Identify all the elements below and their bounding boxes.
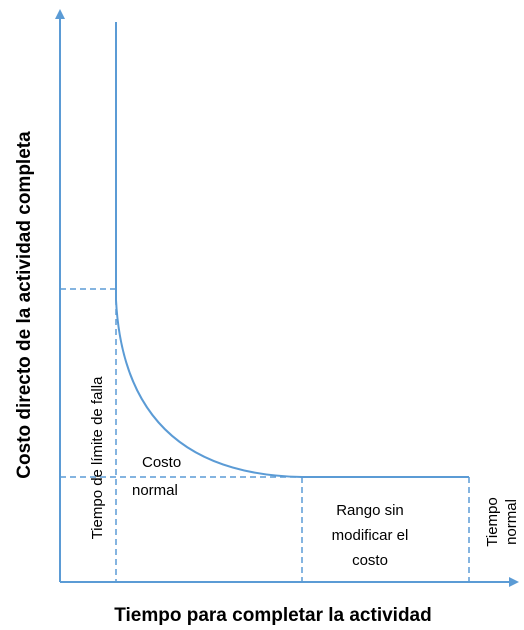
range-label-line2: modificar el — [332, 527, 409, 544]
normal-time-label-line2: normal — [503, 499, 520, 545]
y-axis-title: Costo directo de la actividad completa — [14, 131, 35, 479]
range-label-line3: costo — [352, 552, 388, 569]
cost-curve — [115, 22, 469, 478]
normal-cost-label-line1: Costo — [142, 454, 181, 471]
x-axis-title: Tiempo para completar la actividad — [114, 605, 431, 626]
normal-cost-label-line2: normal — [132, 482, 178, 499]
normal-time-label-line1: Tiempo — [484, 497, 501, 546]
crash-time-label: Tiempo de límite de falla — [89, 376, 106, 540]
range-label-line1: Rango sin — [336, 502, 404, 519]
